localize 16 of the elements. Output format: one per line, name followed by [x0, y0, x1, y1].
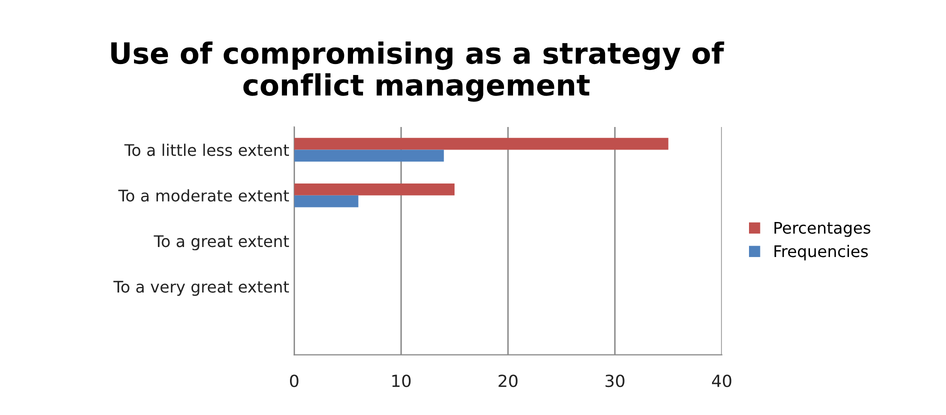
y-tick-label: To a little less extent — [124, 144, 289, 156]
legend-label: Frequencies — [774, 244, 868, 260]
bar — [294, 195, 358, 208]
bar — [294, 150, 444, 162]
x-tick-label: 10 — [392, 374, 411, 388]
legend-label: Percentages — [774, 222, 870, 237]
x-tick-label: 30 — [606, 374, 624, 388]
x-tick-label: 20 — [498, 374, 518, 388]
x-tick-label: 0 — [290, 374, 298, 388]
bar — [294, 183, 455, 196]
y-tick-label: To a moderate extent — [118, 189, 289, 202]
y-tick-label: To a great extent — [154, 235, 289, 250]
bar — [294, 138, 668, 150]
chart-title: Use of compromising as a strategy of conflict management — [111, 42, 724, 102]
x-tick-label: 40 — [712, 374, 732, 388]
y-tick-label: To a very great extent — [113, 280, 289, 296]
